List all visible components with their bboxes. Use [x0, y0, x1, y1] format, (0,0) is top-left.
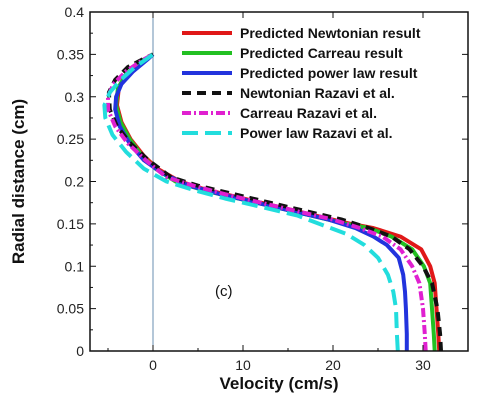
legend-label-5: Carreau Razavi et al. — [240, 105, 377, 121]
annotation-label: (c) — [215, 283, 233, 300]
x-tick-label: 30 — [415, 357, 431, 373]
axes: 0 10 20 30 0 0.05 0.1 0.15 0.2 0.25 0.3 0.35 0.4 — [57, 4, 469, 373]
y-axis-title: Radial distance (cm) — [9, 99, 28, 264]
legend-label-6: Power law Razavi et al. — [240, 125, 393, 141]
y-tick-label: 0 — [76, 343, 84, 359]
series-line-6 — [102, 52, 400, 352]
legend: Predicted Newtonian result Predicted Carr… — [182, 25, 421, 141]
y-tick-label: 0.25 — [57, 131, 84, 147]
y-tick-label: 0.15 — [57, 216, 84, 232]
x-tick-label: 0 — [149, 357, 157, 373]
x-axis-title: Velocity (cm/s) — [219, 374, 338, 393]
y-tick-label: 0.05 — [57, 301, 84, 317]
legend-label-4: Newtonian Razavi et al. — [240, 85, 395, 101]
x-tick-label: 20 — [325, 357, 341, 373]
y-tick-label: 0.1 — [65, 258, 85, 274]
legend-label-2: Predicted Carreau result — [240, 45, 403, 61]
x-tick-label: 10 — [235, 357, 251, 373]
legend-label-1: Predicted Newtonian result — [240, 25, 421, 41]
plot-frame — [89, 11, 469, 352]
y-tick-label: 0.35 — [57, 46, 84, 62]
plot-area — [102, 12, 443, 352]
legend-label-3: Predicted power law result — [240, 65, 418, 81]
series-line-4 — [106, 52, 443, 352]
y-tick-label: 0.2 — [65, 174, 85, 190]
y-tick-label: 0.4 — [65, 4, 85, 20]
y-tick-label: 0.3 — [65, 89, 85, 105]
